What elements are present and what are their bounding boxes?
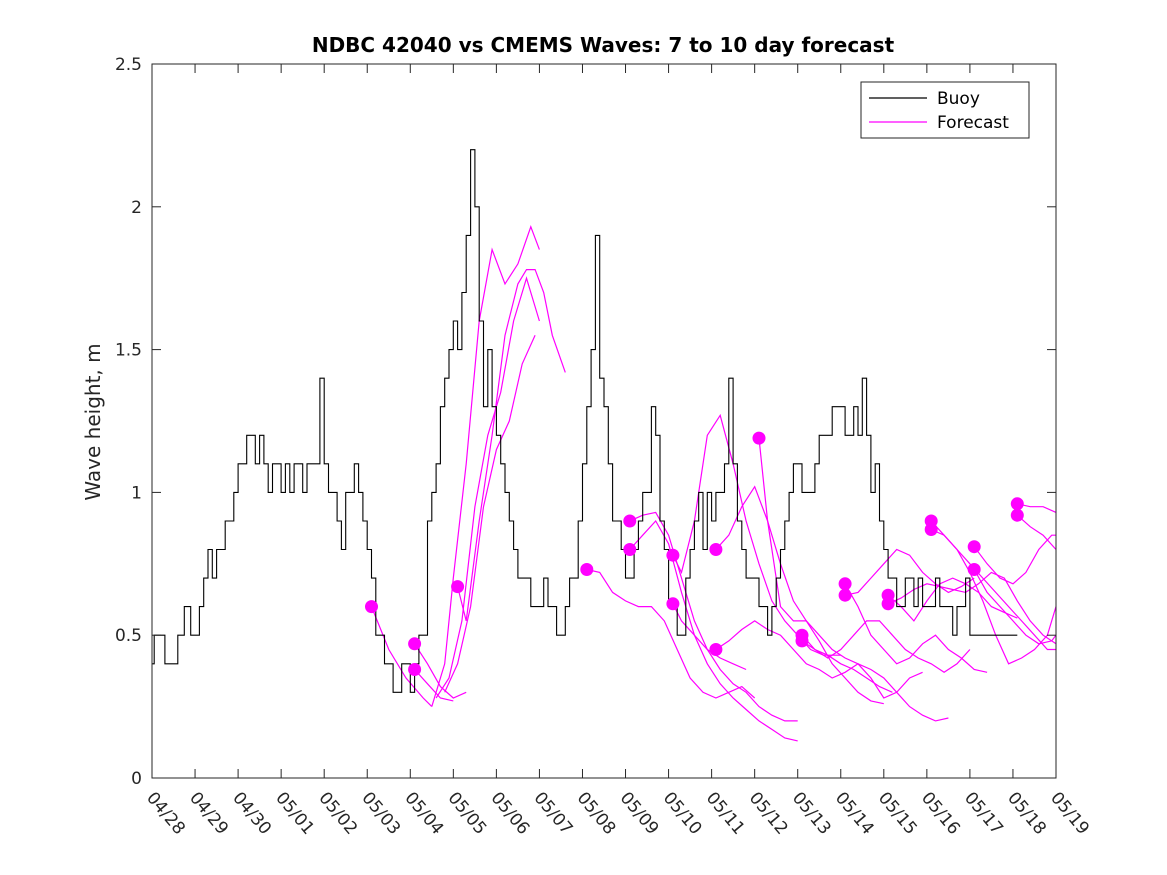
x-tick-label-3: 05/01	[271, 788, 318, 838]
forecast-start-marker-14	[838, 577, 852, 591]
forecast-line-13	[715, 620, 923, 699]
axes-frame	[151, 63, 1057, 779]
x-tick-label-10: 05/08	[573, 788, 620, 838]
buoy-line	[152, 149, 1018, 693]
y-tick-label-4: 2	[131, 198, 142, 218]
x-tick-label-2: 04/30	[228, 788, 275, 838]
forecast-line-9	[629, 519, 798, 742]
forecast-line-23	[973, 534, 1056, 585]
forecast-line-7	[586, 568, 756, 699]
forecast-start-marker-15	[838, 588, 852, 602]
forecast-start-marker-13	[795, 634, 809, 648]
forecast-line-10	[672, 413, 841, 656]
y-axis-label: Wave height, m	[81, 343, 105, 500]
forecast-start-marker-21	[967, 563, 981, 576]
x-tick-label-17: 05/15	[874, 788, 921, 838]
forecast-line-4	[431, 225, 540, 707]
plot-area	[152, 64, 1056, 778]
x-tick-label-16: 05/14	[831, 788, 878, 838]
x-tick-label-4: 05/02	[314, 788, 361, 838]
forecast-line-18	[844, 548, 975, 596]
legend-box	[860, 81, 1030, 139]
forecast-start-marker-6	[623, 543, 637, 556]
x-tick-label-0: 04/28	[142, 788, 189, 838]
forecast-line-26	[1016, 514, 1057, 550]
forecast-line-2	[414, 669, 454, 702]
forecast-start-marker-2	[408, 663, 422, 676]
x-tick-label-11: 05/09	[616, 788, 663, 838]
forecast-line-1	[414, 643, 467, 699]
forecast-start-marker-20	[967, 540, 981, 554]
x-tick-label-14: 05/12	[745, 788, 792, 838]
y-tick-label-3: 1.5	[115, 341, 142, 361]
forecast-line-20	[887, 571, 1057, 645]
forecast-start-marker-5	[623, 514, 637, 528]
forecast-line-12	[715, 485, 884, 705]
x-tick-label-9: 05/07	[530, 788, 577, 838]
y-tick-label-0: 0	[131, 769, 142, 789]
forecast-start-marker-0	[365, 600, 378, 614]
forecast-line-24	[973, 569, 1057, 645]
x-tick-label-5: 05/03	[357, 788, 404, 838]
forecast-start-marker-17	[881, 597, 895, 611]
chart-title: NDBC 42040 vs CMEMS Waves: 7 to 10 day f…	[312, 33, 895, 57]
x-tick-label-15: 05/13	[788, 788, 835, 838]
series-layer	[152, 149, 1057, 742]
forecast-line-3	[457, 269, 566, 622]
legend-label-1: Forecast	[937, 113, 1009, 133]
y-tick-label-2: 1	[131, 483, 142, 503]
forecast-line-25	[1017, 503, 1057, 513]
forecast-start-marker-22	[1010, 497, 1024, 511]
forecast-start-marker-8	[666, 597, 680, 611]
x-tick-label-13: 05/11	[702, 788, 749, 838]
forecast-start-marker-10	[709, 643, 723, 656]
x-tick-label-1: 04/29	[185, 788, 232, 838]
forecast-line-14	[758, 438, 949, 722]
legend-label-0: Buoy	[937, 89, 980, 109]
forecast-line-5	[435, 276, 540, 699]
x-tick-label-18: 05/16	[917, 788, 964, 838]
x-tick-label-12: 05/10	[659, 788, 706, 838]
legend: Buoy Forecast	[860, 81, 1030, 139]
forecast-line-8	[629, 511, 798, 722]
forecast-line-16	[801, 640, 893, 693]
x-tick-label-7: 05/05	[444, 788, 491, 838]
forecast-start-marker-7	[666, 548, 680, 562]
x-tick-label-19: 05/17	[960, 788, 1007, 838]
forecast-line-19	[887, 577, 1018, 622]
forecast-start-marker-23	[1010, 508, 1024, 522]
x-tick-label-6: 05/04	[400, 788, 447, 838]
forecast-start-marker-4	[580, 563, 594, 576]
x-tick-label-21: 05/19	[1046, 788, 1093, 838]
y-tick-label-5: 2.5	[115, 55, 142, 75]
forecast-line-17	[844, 583, 988, 673]
forecast-start-marker-3	[451, 580, 465, 594]
x-tick-label-20: 05/18	[1003, 788, 1050, 838]
y-tick-label-1: 0.5	[115, 626, 142, 646]
forecast-line-11	[672, 603, 747, 671]
forecast-start-marker-9	[709, 543, 723, 556]
forecast-line-6	[444, 335, 536, 693]
forecast-start-marker-19	[924, 523, 938, 536]
forecast-start-marker-11	[752, 431, 766, 445]
forecast-start-marker-1	[408, 637, 422, 651]
x-tick-label-8: 05/06	[487, 788, 534, 838]
